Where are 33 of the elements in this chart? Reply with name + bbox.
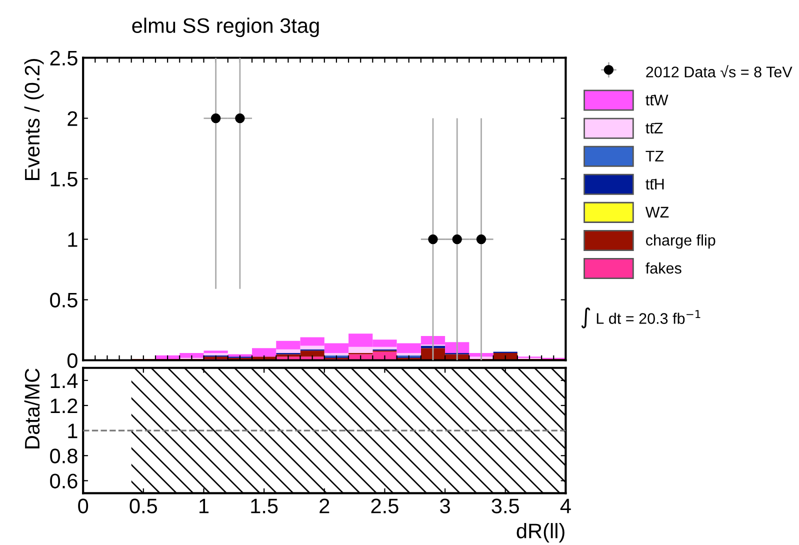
chart-title: elmu SS region 3tag: [132, 18, 319, 38]
y-tick-label: 1: [68, 232, 78, 247]
y-tick-label: 0: [67, 353, 78, 368]
legend-label: 2012 Data √s = 8 TeV: [646, 65, 792, 78]
y-tick-label: 0.5: [50, 292, 78, 308]
x-tick-label: 2.5: [371, 498, 398, 514]
y-axis-title: Data/MC: [24, 368, 40, 448]
legend-label: tt̄H: [646, 178, 664, 190]
text: ∫ L dt = 20.3 fb$^{−1}$: [581, 307, 700, 328]
legend-label: fakes: [646, 262, 682, 274]
x-tick-label: 0.5: [130, 498, 158, 514]
y-tick-label: 1.4: [50, 374, 78, 388]
y-tick-label: 1.5: [50, 172, 78, 187]
y-tick-label: 0.6: [50, 474, 78, 488]
x-tick-label: 0: [78, 498, 88, 514]
legend-label: tt̄W: [646, 94, 668, 106]
y-axis-title: Events / (0.2): [24, 59, 44, 180]
y-tick-label: 1.2: [50, 398, 78, 414]
x-tick-label: 3: [440, 498, 450, 514]
x-tick-label: 3.5: [492, 498, 519, 514]
y-tick-label: 1: [68, 424, 78, 438]
x-tick-label: 1: [200, 498, 209, 514]
y-tick-label: 2: [68, 111, 78, 126]
legend-label: charge flip: [646, 234, 716, 249]
x-axis-title: dR(ll): [516, 523, 564, 542]
y-tick-label: 0.8: [50, 448, 78, 464]
x-tick-label: 2: [320, 498, 330, 514]
legend-label: tt̄Z: [646, 122, 663, 134]
y-tick-label: 2.5: [50, 50, 78, 66]
x-tick-label: 1.5: [251, 498, 278, 514]
x-tick-label: 4: [560, 498, 571, 514]
legend-label: TZ: [646, 150, 664, 162]
legend-label: WZ: [645, 206, 669, 218]
